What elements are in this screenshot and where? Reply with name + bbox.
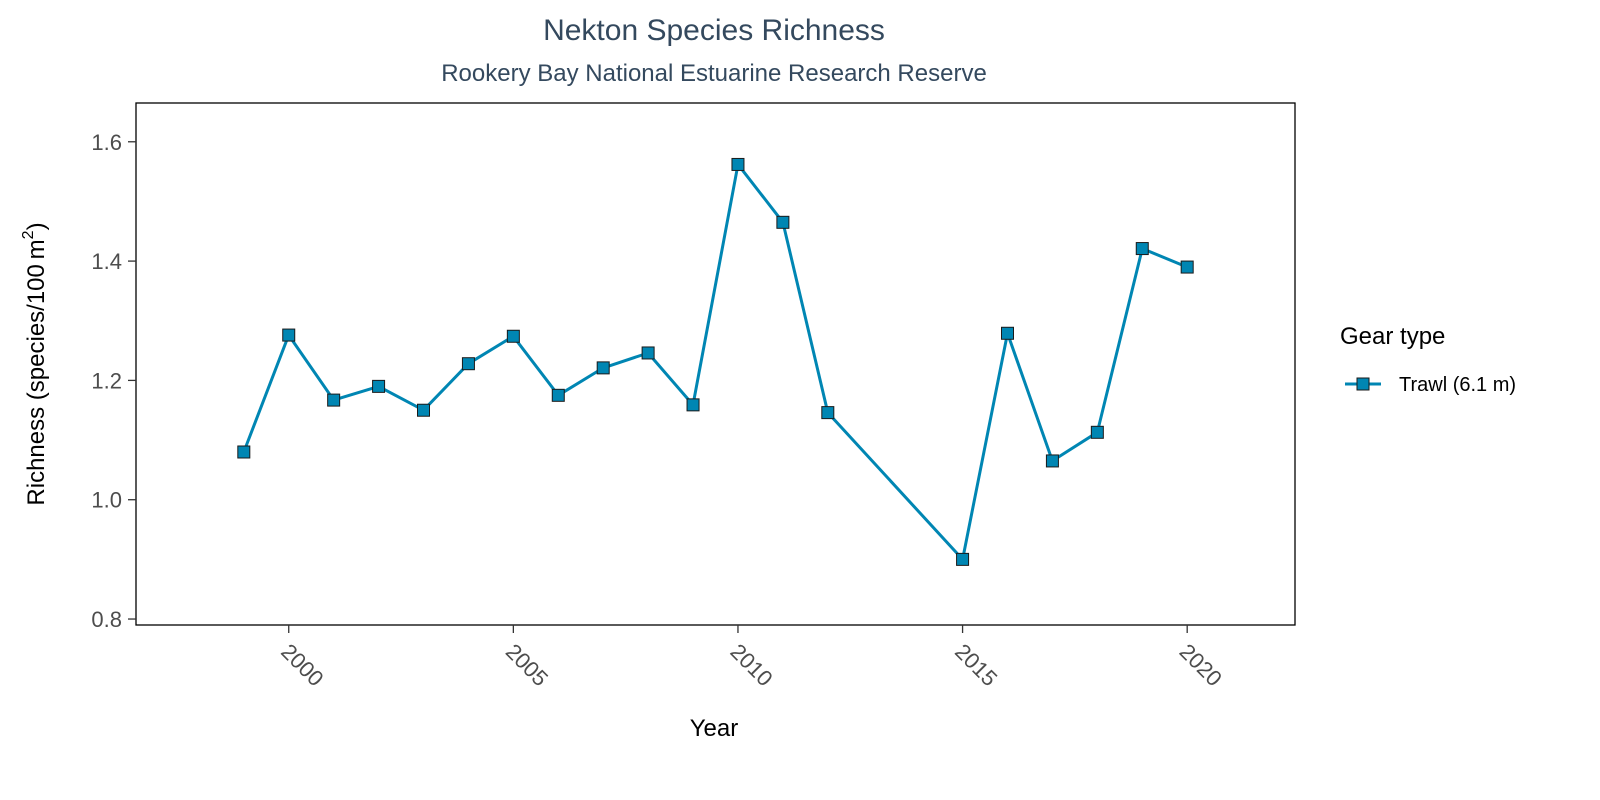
x-axis-title: Year <box>690 715 739 742</box>
chart-title: Nekton Species Richness <box>543 14 885 47</box>
data-point-marker <box>506 329 520 343</box>
data-point-marker <box>237 445 251 459</box>
y-axis-title-close: ) <box>23 222 50 230</box>
legend-title: Gear type <box>1340 323 1445 350</box>
plot-panel-border <box>135 102 1296 626</box>
data-point-marker <box>686 398 700 412</box>
data-series-layer <box>237 157 1194 566</box>
data-point-marker <box>372 379 386 393</box>
data-point-marker <box>641 346 655 360</box>
x-tick-label: 2000 <box>276 639 328 691</box>
x-tick-label: 2015 <box>950 639 1002 691</box>
y-tick-label: 0.8 <box>91 607 122 632</box>
y-axis: 0.8 1.0 1.2 1.4 1.6 <box>91 130 136 632</box>
chart-subtitle: Rookery Bay National Estuarine Research … <box>441 60 987 87</box>
legend-key-square-marker <box>1356 377 1370 391</box>
y-tick-label: 1.0 <box>91 488 122 513</box>
data-point-marker <box>821 406 835 420</box>
y-tick-label: 1.6 <box>91 130 122 155</box>
y-axis-title: Richness (species/100 m2) <box>20 222 50 505</box>
data-point-marker <box>956 552 970 566</box>
y-tick-label: 1.4 <box>91 249 122 274</box>
data-point-marker <box>282 328 296 342</box>
legend-label: Trawl (6.1 m) <box>1399 374 1516 396</box>
y-axis-title-superscript: 2 <box>20 230 37 239</box>
data-point-marker <box>776 215 790 229</box>
data-point-marker <box>1000 326 1014 340</box>
data-point-marker <box>461 357 475 371</box>
data-point-marker <box>1045 454 1059 468</box>
data-point-marker <box>551 388 565 402</box>
x-tick-label: 2010 <box>725 639 777 691</box>
data-point-marker <box>417 403 431 417</box>
x-tick-label: 2005 <box>501 639 553 691</box>
data-point-marker <box>327 393 341 407</box>
y-axis-title-main: Richness (species/100 m <box>23 239 50 505</box>
data-point-marker <box>596 361 610 375</box>
series-line <box>242 162 1188 561</box>
x-tick-label: 2020 <box>1175 639 1227 691</box>
data-point-marker <box>1090 425 1104 439</box>
x-axis: 2000 2005 2010 2015 2020 <box>276 625 1227 691</box>
data-point-marker <box>731 157 745 171</box>
data-point-marker <box>1180 260 1194 274</box>
legend: Gear type Trawl (6.1 m) <box>1340 323 1516 396</box>
y-tick-label: 1.2 <box>91 368 122 393</box>
data-point-marker <box>1135 242 1149 256</box>
